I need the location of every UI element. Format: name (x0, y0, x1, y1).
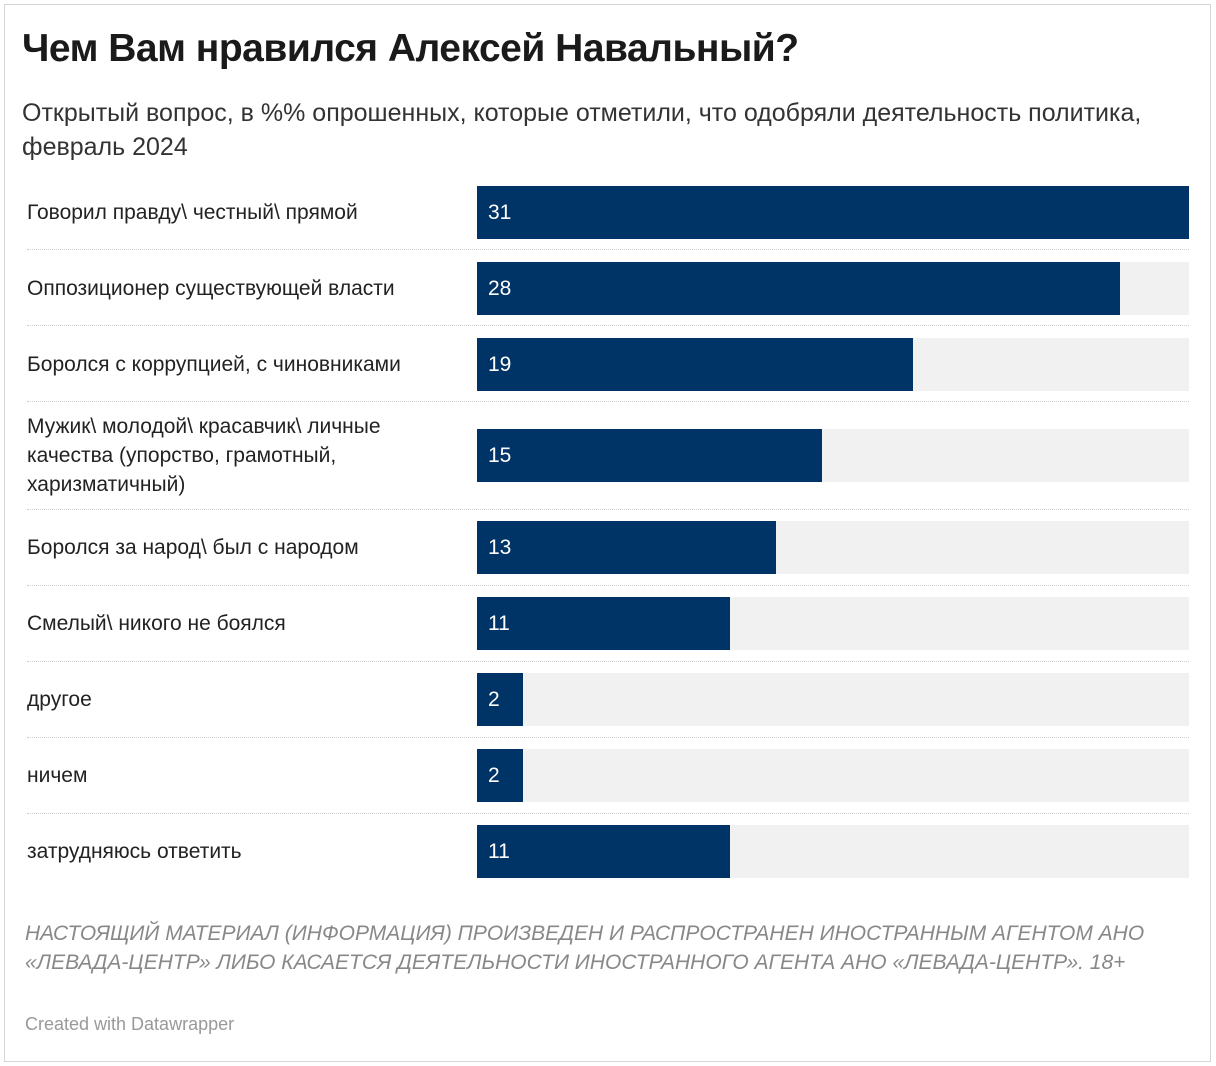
category-label: Боролся с коррупцией, с чиновниками (27, 353, 401, 376)
bar[interactable] (477, 673, 523, 726)
datawrapper-credit[interactable]: Created with Datawrapper (25, 1014, 235, 1034)
category-label: другое (27, 688, 92, 711)
data-label: 11 (488, 611, 510, 635)
bar[interactable] (477, 749, 523, 802)
bar[interactable] (477, 338, 913, 391)
row-separator (27, 509, 1189, 510)
bar[interactable] (477, 825, 730, 878)
bar[interactable] (477, 521, 776, 574)
chart-subtitle: Открытый вопрос, в %% опрошенных, которы… (22, 99, 1142, 161)
bar-track: 31 (477, 186, 1189, 239)
data-label: 2 (488, 763, 500, 787)
data-label: 28 (488, 276, 512, 300)
bar-track: 2 (477, 749, 1189, 802)
bar[interactable] (477, 262, 1120, 315)
row-separator (27, 585, 1189, 586)
category-label: Мужик\ молодой\ красавчик\ личные качест… (27, 415, 381, 496)
data-label: 11 (488, 839, 510, 863)
bar[interactable] (477, 429, 822, 482)
bar-track: 19 (477, 338, 1189, 391)
bar-track: 28 (477, 262, 1189, 315)
bar[interactable] (477, 597, 730, 650)
category-label: Смелый\ никого не боялся (27, 612, 286, 635)
bar[interactable] (477, 186, 1189, 239)
chart-title: Чем Вам нравился Алексей Навальный? (22, 27, 799, 70)
data-label: 31 (488, 200, 512, 224)
bar-track: 11 (477, 825, 1189, 878)
category-label: ничем (27, 764, 88, 787)
category-label: Говорил правду\ честный\ прямой (27, 201, 358, 224)
row-separator (27, 661, 1189, 662)
data-label: 13 (488, 535, 512, 559)
chart-notes: Настоящий материал (информация) произвед… (25, 922, 1145, 974)
data-label: 15 (488, 443, 512, 467)
bar-track: 11 (477, 597, 1189, 650)
row-separator (27, 325, 1189, 326)
data-label: 19 (488, 352, 512, 376)
category-label: затрудняюсь ответить (27, 840, 242, 863)
data-label: 2 (488, 687, 500, 711)
row-separator (27, 249, 1189, 250)
bar-track: 15 (477, 429, 1189, 482)
bar-track: 13 (477, 521, 1189, 574)
category-label: Оппозиционер существующей власти (27, 277, 395, 300)
row-separator (27, 401, 1189, 402)
bar-track: 2 (477, 673, 1189, 726)
row-separator (27, 813, 1189, 814)
row-separator (27, 737, 1189, 738)
category-label: Боролся за народ\ был с народом (27, 536, 359, 559)
